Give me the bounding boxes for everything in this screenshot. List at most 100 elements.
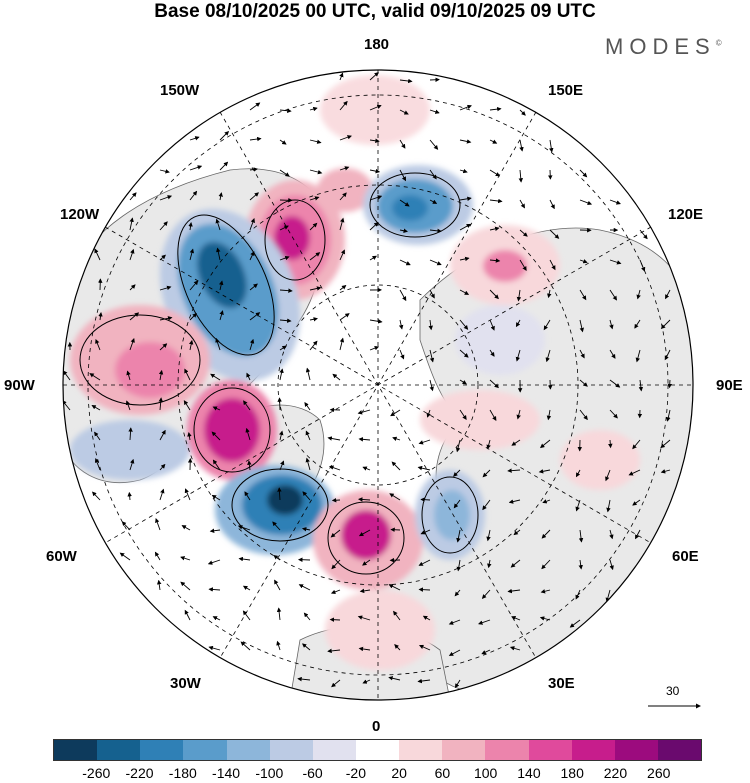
wind-vector [159,343,168,351]
colorbar-tick-label: 140 [517,765,541,781]
wind-vector [332,373,341,381]
wind-vector [417,465,431,471]
wind-vector [369,345,380,351]
wind-vector [305,367,311,381]
wind-vector [339,72,344,81]
wind-vector [388,676,401,681]
label-lon-150w: 150W [160,82,200,99]
contour-bering [264,199,326,281]
wind-vector [301,527,311,532]
colorbar-swatch [140,740,184,760]
wind-vector [519,139,524,152]
wind-vector [362,559,371,566]
label-lon-60e: 60E [672,548,699,565]
wind-vector [639,259,646,272]
wind-vector [481,649,491,655]
wind-vector [459,104,472,111]
wind-vector [515,349,521,362]
contour-west-canada [79,314,201,406]
contour-canada [177,214,275,356]
wind-vector [579,319,585,333]
contour-uk [327,501,405,575]
wind-vector [489,409,497,421]
wind-vector [309,222,318,231]
wind-vector [519,229,528,237]
anomaly-negative-west-siberia [455,305,545,375]
label-lon-180: 180 [364,36,390,53]
wind-vector [390,409,401,417]
wind-vector [635,529,641,540]
wind-vector [538,469,551,474]
wind-vector [426,409,431,418]
wind-vector [539,439,551,449]
wind-vector [634,319,641,329]
colorbar-swatch [528,740,572,760]
wind-vector [238,556,251,562]
wind-vector [399,289,407,302]
wind-vector [129,217,134,231]
wind-vector [482,499,491,511]
wind-vector [459,139,472,144]
colorbar-swatch [312,740,356,760]
colorbar-swatch [657,740,702,760]
modes-logo: MODES© [605,34,722,60]
wind-vector [418,587,431,592]
wind-vector [660,439,671,449]
wind-vector [305,430,311,441]
wind-vector [189,312,197,321]
wind-vector [391,461,401,471]
wind-vector [454,679,461,689]
wind-vector [126,370,131,381]
wind-vector [158,397,164,411]
wind-vector [666,409,671,422]
wind-vector [159,316,173,321]
wind-vector [578,559,583,570]
wind-vector [94,458,101,471]
colorbar-tick-label: -260 [82,765,111,781]
wind-vector [208,645,221,651]
reference-vector-label: 30 [666,684,680,698]
colorbar-tick-label: -20 [345,765,366,781]
wind-vector [129,337,135,351]
wind-vector [309,106,318,112]
wind-vector [94,248,101,261]
wind-vector [309,139,322,144]
wind-vector [249,192,259,201]
wind-vector [279,460,285,471]
wind-vector [274,579,281,591]
wind-vector [388,584,401,591]
anomaly-positive-west-canada-core [115,342,185,398]
wind-vector [399,139,406,149]
colorbar-swatch [614,740,658,760]
wind-vector [418,439,431,445]
wind-vector [489,106,502,112]
wind-vector [211,494,221,501]
colorbar-swatch [226,740,270,760]
wind-vector [302,643,311,651]
wind-vector [399,78,413,84]
anomaly-negative-east-siberia-core [392,195,428,221]
wind-vector [579,199,593,206]
wind-vector [575,469,581,478]
colorbar-tick-label: -100 [255,765,284,781]
colorbar-swatch [355,740,400,760]
wind-vector [249,251,255,261]
wind-vector [511,615,521,621]
wind-vector [579,259,588,264]
wind-vector [245,427,251,441]
wind-vector [94,431,101,441]
anomaly-negative-atlantic-core [267,485,303,515]
wind-vector [489,139,498,144]
wind-vector [509,646,521,651]
wind-vector [489,319,495,331]
wind-vector [609,559,614,571]
wind-vector [549,199,555,210]
label-lon-120e: 120E [668,206,704,223]
meridian-60w-120e [104,226,652,544]
wind-vector [507,588,521,594]
wind-vector [549,259,556,271]
wind-vector [302,491,311,501]
wind-vector [279,225,289,231]
wind-vector [218,192,223,201]
wind-vector [358,646,371,652]
